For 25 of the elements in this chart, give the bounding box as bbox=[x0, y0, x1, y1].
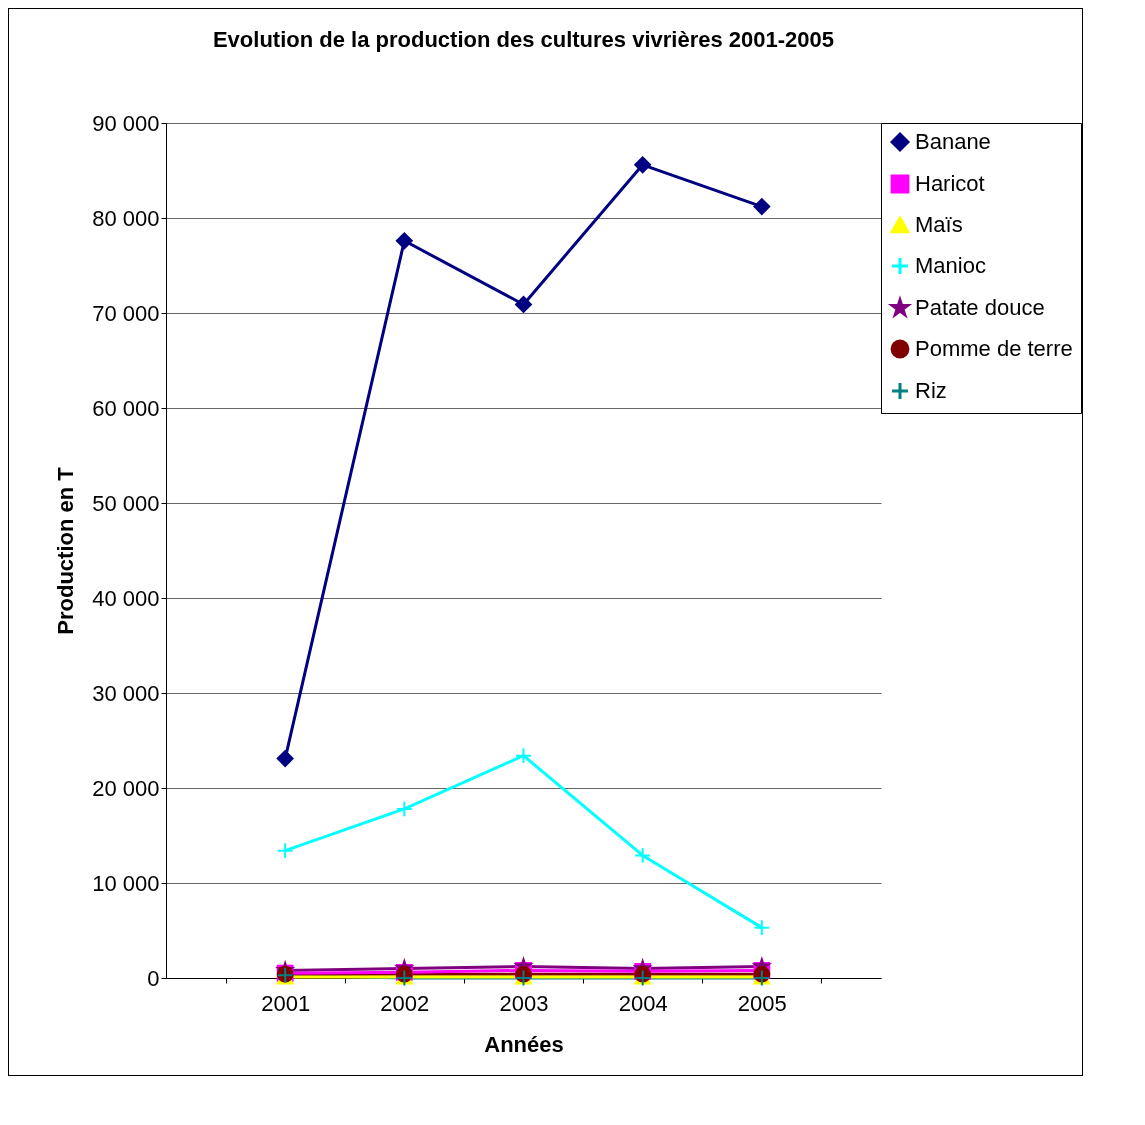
x-tick-label: 2004 bbox=[618, 990, 668, 1016]
y-tick-label: 10 000 bbox=[92, 870, 160, 896]
y-axis-title: Production en T bbox=[53, 466, 79, 635]
y-tick-label: 40 000 bbox=[92, 585, 160, 611]
legend-label: Riz bbox=[915, 378, 947, 403]
legend-label: Maïs bbox=[915, 212, 963, 237]
y-tick-label: 90 000 bbox=[92, 110, 160, 136]
legend-label: Haricot bbox=[915, 171, 985, 196]
y-tick-label: 20 000 bbox=[92, 775, 160, 801]
y-tick-label: 70 000 bbox=[92, 300, 160, 326]
x-tick-label: 2001 bbox=[261, 990, 311, 1016]
x-tick-label: 2002 bbox=[380, 990, 430, 1016]
x-tick-label: 2003 bbox=[499, 990, 549, 1016]
chart-title: Evolution de la production des cultures vivrières 2001-2005 bbox=[212, 27, 835, 52]
legend-label: Pomme de terre bbox=[915, 336, 1073, 361]
y-tick-label: 0 bbox=[147, 965, 160, 991]
y-tick-label: 80 000 bbox=[92, 205, 160, 231]
y-tick-label: 50 000 bbox=[92, 490, 160, 516]
legend-label: Patate douce bbox=[915, 295, 1045, 320]
x-tick-label: 2005 bbox=[737, 990, 787, 1016]
legend-label: Manioc bbox=[915, 253, 986, 278]
y-tick-label: 60 000 bbox=[92, 395, 160, 421]
legend-label: Banane bbox=[915, 129, 991, 154]
x-axis-title: Années bbox=[484, 1031, 564, 1057]
y-tick-label: 30 000 bbox=[92, 680, 160, 706]
